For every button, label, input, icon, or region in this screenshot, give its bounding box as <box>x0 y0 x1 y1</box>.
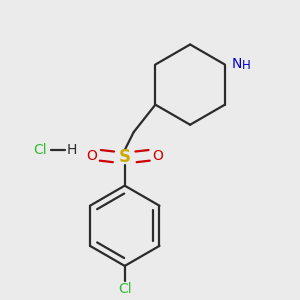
Text: Cl: Cl <box>118 282 131 296</box>
Text: O: O <box>86 149 97 163</box>
Text: H: H <box>67 143 77 157</box>
Text: Cl: Cl <box>33 143 47 157</box>
Text: S: S <box>119 148 131 166</box>
Text: H: H <box>242 58 251 72</box>
Text: N: N <box>231 57 242 71</box>
Text: O: O <box>153 149 164 163</box>
